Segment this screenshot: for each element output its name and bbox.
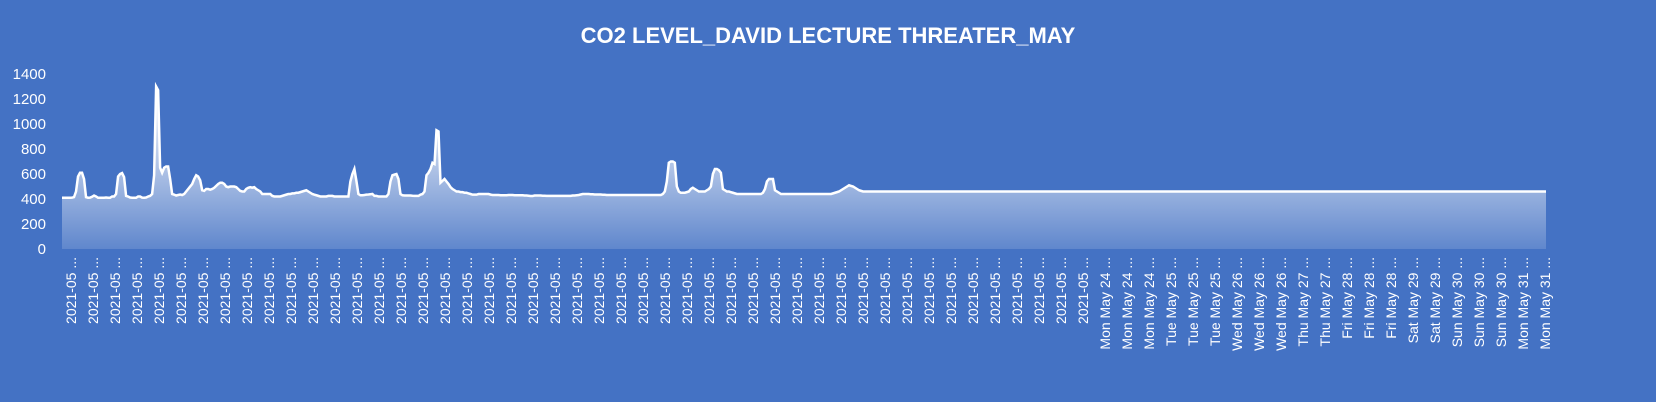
x-tick-label: Tue May 25 ...: [1185, 257, 1201, 346]
x-tick-label: 2021-05 ...: [767, 257, 783, 324]
x-tick-label: 2021-05 ...: [283, 257, 299, 324]
x-tick-label: 2021-05 ...: [481, 257, 497, 324]
x-tick-label: 2021-05 ...: [1031, 257, 1047, 324]
x-tick-label: Thu May 27 ...: [1317, 257, 1333, 346]
x-tick-label: 2021-05 ...: [569, 257, 585, 324]
data-area: [62, 81, 1546, 249]
x-tick-label: Mon May 24 ...: [1119, 257, 1135, 350]
series-line: [62, 81, 1546, 200]
x-tick-label: Tue May 25 ...: [1163, 257, 1179, 346]
x-tick-label: 2021-05 ...: [547, 257, 563, 324]
x-tick-label: 2021-05 ...: [701, 257, 717, 324]
x-tick-label: 2021-05 ...: [1009, 257, 1025, 324]
x-tick-label: 2021-05 ...: [943, 257, 959, 324]
y-tick-label: 800: [21, 141, 46, 158]
x-tick-label: 2021-05 ...: [811, 257, 827, 324]
series-area: [62, 86, 1546, 249]
x-tick-label: 2021-05 ...: [745, 257, 761, 324]
y-tick-label: 1400: [13, 66, 46, 83]
x-tick-label: 2021-05 ...: [503, 257, 519, 324]
x-tick-label: Mon May 24 ...: [1097, 257, 1113, 350]
x-tick-label: 2021-05 ...: [415, 257, 431, 324]
x-tick-label: 2021-05 ...: [1075, 257, 1091, 324]
x-tick-label: 2021-05 ...: [877, 257, 893, 324]
x-tick-label: 2021-05 ...: [349, 257, 365, 324]
x-tick-label: 2021-05 ...: [261, 257, 277, 324]
x-tick-label: 2021-05 ...: [1053, 257, 1069, 324]
y-tick-label: 1000: [13, 116, 46, 133]
chart-title: CO2 LEVEL_DAVID LECTURE THREATER_MAY: [581, 23, 1076, 48]
x-tick-label: Wed May 26 ...: [1229, 257, 1245, 351]
x-tick-label: 2021-05 ...: [129, 257, 145, 324]
x-tick-label: 2021-05 ...: [173, 257, 189, 324]
x-tick-label: 2021-05 ...: [591, 257, 607, 324]
x-tick-label: 2021-05 ...: [107, 257, 123, 324]
x-tick-label: 2021-05 ...: [723, 257, 739, 324]
y-tick-label: 0: [38, 241, 46, 258]
x-tick-label: Wed May 26 ...: [1273, 257, 1289, 351]
x-tick-label: 2021-05 ...: [305, 257, 321, 324]
x-axis-ticks: 2021-05 ... 2021-05 ... 2021-05 ... 2021-05…: [63, 257, 1553, 351]
x-tick-label: Thu May 27 ...: [1295, 257, 1311, 346]
x-tick-label: Sat May 29 ...: [1405, 257, 1421, 343]
x-tick-label: 2021-05 ...: [371, 257, 387, 324]
x-tick-label: 2021-05 ...: [921, 257, 937, 324]
x-tick-label: 2021-05 ...: [151, 257, 167, 324]
x-tick-label: Fri May 28 ...: [1361, 257, 1377, 339]
x-tick-label: 2021-05 ...: [85, 257, 101, 324]
x-tick-label: 2021-05 ...: [393, 257, 409, 324]
y-axis-ticks: 0 200 400 600 800 1000 1200 1400: [13, 66, 46, 258]
x-tick-label: 2021-05 ...: [635, 257, 651, 324]
x-tick-label: 2021-05 ...: [63, 257, 79, 324]
y-tick-label: 600: [21, 166, 46, 183]
x-tick-label: 2021-05 ...: [657, 257, 673, 324]
y-tick-label: 200: [21, 216, 46, 233]
x-tick-label: 2021-05 ...: [789, 257, 805, 324]
x-tick-label: 2021-05 ...: [459, 257, 475, 324]
x-tick-label: 2021-05 ...: [987, 257, 1003, 324]
x-tick-label: 2021-05 ...: [217, 257, 233, 324]
x-tick-label: 2021-05 ...: [327, 257, 343, 324]
x-tick-label: 2021-05 ...: [855, 257, 871, 324]
x-tick-label: Sun May 30 ...: [1493, 257, 1509, 347]
x-tick-label: Mon May 24 ...: [1141, 257, 1157, 350]
x-tick-label: 2021-05 ...: [833, 257, 849, 324]
x-tick-label: Sun May 30 ...: [1471, 257, 1487, 347]
x-tick-label: Fri May 28 ...: [1383, 257, 1399, 339]
x-tick-label: Mon May 31 ...: [1515, 257, 1531, 350]
x-tick-label: Fri May 28 ...: [1339, 257, 1355, 339]
x-tick-label: Sun May 30 ...: [1449, 257, 1465, 347]
x-tick-label: 2021-05 ...: [195, 257, 211, 324]
x-tick-label: 2021-05 ...: [899, 257, 915, 324]
y-tick-label: 400: [21, 191, 46, 208]
x-tick-label: Wed May 26 ...: [1251, 257, 1267, 351]
x-tick-label: 2021-05 ...: [965, 257, 981, 324]
y-tick-label: 1200: [13, 91, 46, 108]
x-tick-label: Mon May 31 ...: [1537, 257, 1553, 350]
x-tick-label: 2021-05 ...: [613, 257, 629, 324]
x-tick-label: Tue May 25 ...: [1207, 257, 1223, 346]
x-tick-label: 2021-05 ...: [679, 257, 695, 324]
x-tick-label: 2021-05 ...: [239, 257, 255, 324]
x-tick-label: Sat May 29 ...: [1427, 257, 1443, 343]
x-tick-label: 2021-05 ...: [437, 257, 453, 324]
x-tick-label: 2021-05 ...: [525, 257, 541, 324]
